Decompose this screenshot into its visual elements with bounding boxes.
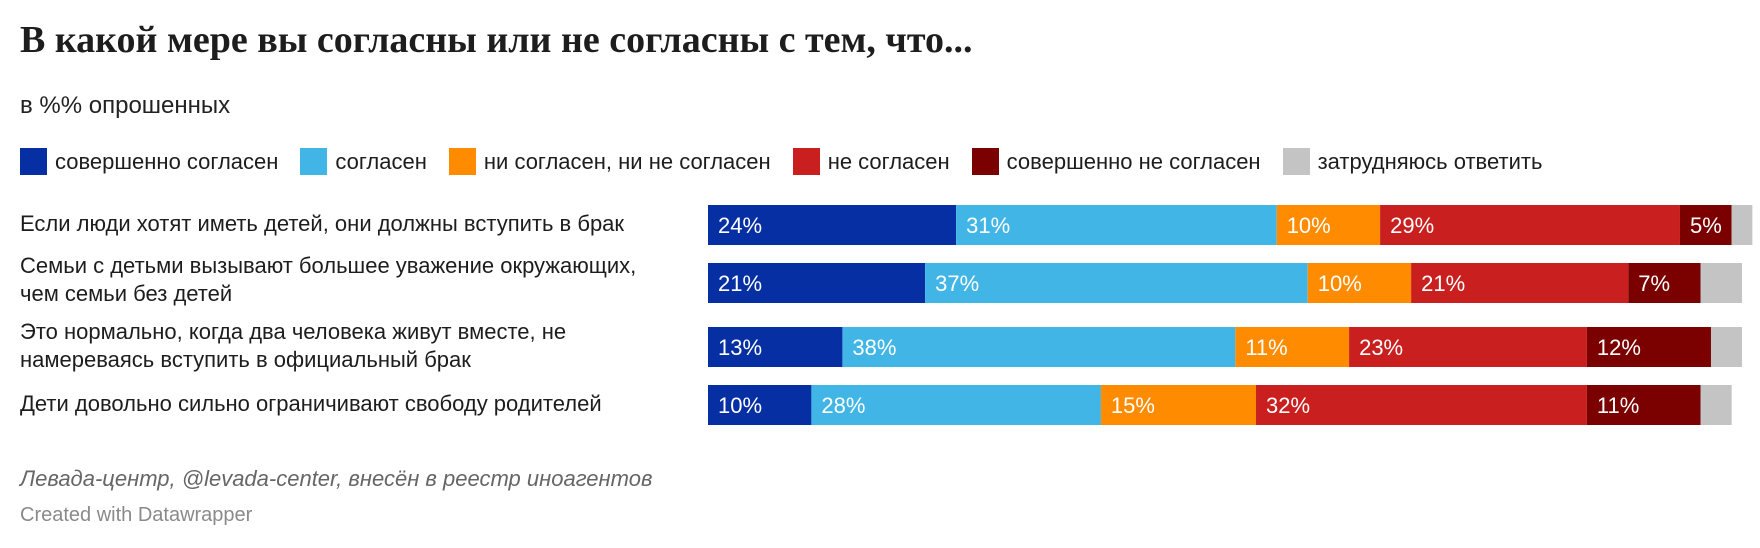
bar-data-label: 23% — [1359, 335, 1403, 360]
legend-item: согласен — [300, 148, 427, 175]
bar-segment — [811, 385, 1101, 425]
legend-swatch — [448, 148, 476, 175]
bar-data-label: 21% — [1421, 271, 1465, 296]
bar-segment — [708, 385, 812, 425]
bar-segment — [842, 327, 1236, 367]
bar-data-label: 38% — [852, 335, 896, 360]
bar-data-label: 10% — [1318, 271, 1362, 296]
legend-label: совершенно не согласен — [1006, 148, 1261, 174]
row-label: Это нормально, когда два человека живут … — [20, 318, 710, 374]
bar-segment — [1276, 205, 1381, 245]
bar-segment — [956, 205, 1277, 245]
legend-label: затрудняюсь ответить — [1317, 148, 1543, 174]
row-label-line: Дети довольно сильно ограничивают свобод… — [20, 391, 602, 416]
bar-data-label: 11% — [1245, 335, 1287, 360]
bar-segment — [1586, 385, 1701, 425]
legend-item: не согласен — [792, 148, 950, 175]
bar-data-label: 15% — [1111, 393, 1155, 418]
row-label-line: Семьи с детьми вызывают большее уважение… — [20, 253, 637, 278]
source-note: Левада-центр, @levada-center, внесён в р… — [20, 466, 653, 491]
bar-segment — [1700, 263, 1742, 303]
bar-data-label: 28% — [821, 393, 865, 418]
legend-swatch — [300, 148, 328, 175]
bar-data-label: 13% — [718, 335, 762, 360]
bar-segment — [708, 327, 843, 367]
bar-segment — [1349, 327, 1587, 367]
chart-title: В какой мере вы согласны или не согласны… — [20, 19, 973, 61]
chart-subtitle: в %% опрошенных — [20, 92, 231, 119]
legend-label: совершенно согласен — [55, 148, 279, 174]
bar-data-label: 10% — [718, 393, 762, 418]
bar-segment — [708, 263, 926, 303]
bar-data-label: 31% — [966, 213, 1010, 238]
legend-item: совершенно не согласен — [971, 148, 1261, 175]
bar-segment — [708, 205, 957, 245]
bar-segment — [1710, 327, 1742, 367]
row-label: Дети довольно сильно ограничивают свобод… — [20, 390, 710, 418]
row-label-line: чем семьи без детей — [20, 281, 233, 306]
legend-label: согласен — [335, 148, 427, 174]
bar-data-label: 29% — [1390, 213, 1434, 238]
bar-segment — [1700, 385, 1732, 425]
bar-data-label: 11% — [1597, 393, 1639, 418]
bar-data-label: 37% — [935, 271, 979, 296]
bar-segment — [1731, 205, 1753, 245]
legend-item: затрудняюсь ответить — [1282, 148, 1543, 175]
bar-segment — [1100, 385, 1257, 425]
bar-segment — [925, 263, 1308, 303]
bar-data-label: 5% — [1690, 213, 1722, 238]
legend-label: не согласен — [827, 148, 950, 174]
bar-data-label: 24% — [718, 213, 762, 238]
bar-segment — [1679, 205, 1732, 245]
bar-data-label: 10% — [1287, 213, 1331, 238]
legend-item: совершенно согласен — [20, 148, 278, 175]
bar-data-label: 32% — [1266, 393, 1310, 418]
legend-swatch — [971, 148, 999, 175]
legend: совершенно согласен согласен ни согласен… — [20, 148, 1564, 175]
legend-swatch — [1282, 148, 1310, 175]
bar-data-label: 12% — [1597, 335, 1641, 360]
row-label: Семьи с детьми вызывают большее уважение… — [20, 252, 710, 308]
row-label-line: Это нормально, когда два человека живут … — [20, 319, 567, 344]
bar-data-label: 7% — [1638, 271, 1670, 296]
legend-item: ни согласен, ни не согласен — [448, 148, 771, 175]
bar-segment — [1235, 327, 1350, 367]
legend-swatch — [20, 148, 47, 175]
credit-note: Created with Datawrapper — [20, 504, 253, 526]
bar-segment — [1586, 327, 1711, 367]
legend-label: ни согласен, ни не согласен — [483, 148, 771, 174]
row-label-line: Если люди хотят иметь детей, они должны … — [20, 211, 625, 236]
bar-data-label: 21% — [718, 271, 762, 296]
legend-swatch — [792, 148, 820, 175]
bar-segment — [1628, 263, 1701, 303]
row-label: Если люди хотят иметь детей, они должны … — [20, 210, 710, 238]
bar-segment — [1307, 263, 1412, 303]
bar-segment — [1380, 205, 1680, 245]
row-label-line: намереваясь вступить в официальный брак — [20, 347, 471, 372]
bar-segment — [1256, 385, 1587, 425]
bar-segment — [1411, 263, 1629, 303]
